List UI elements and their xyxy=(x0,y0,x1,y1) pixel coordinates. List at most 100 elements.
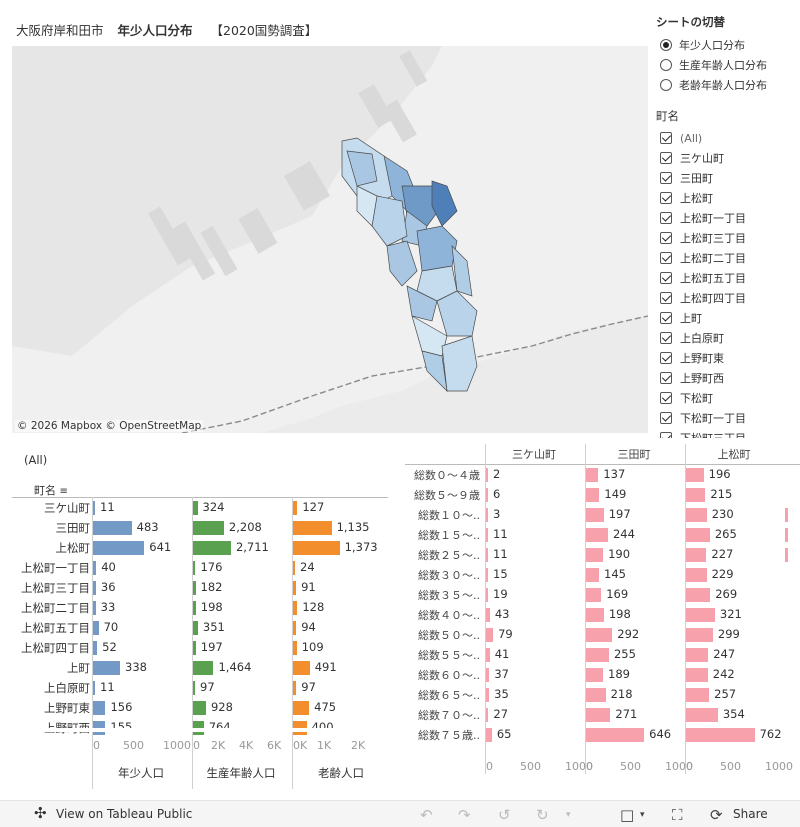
young-bar[interactable] xyxy=(93,581,96,595)
town-filter-item[interactable]: (All) xyxy=(656,128,800,148)
town-column-header[interactable]: 三ケ山町 xyxy=(512,448,556,461)
age-bar[interactable] xyxy=(486,708,489,722)
young-bar[interactable] xyxy=(93,561,97,575)
young-bar[interactable] xyxy=(93,661,121,675)
age-group-label[interactable]: 総数１５～.. xyxy=(418,529,480,542)
town-filter-item[interactable]: 三田町 xyxy=(656,168,800,188)
young-bar[interactable] xyxy=(93,541,145,555)
age-group-label[interactable]: 総数６５～.. xyxy=(418,689,480,702)
age-group-label[interactable]: 総数０～４歳 xyxy=(414,469,480,482)
refresh-icon[interactable]: ↻ xyxy=(536,806,549,824)
town-filter-item[interactable]: 上松町三丁目 xyxy=(656,228,800,248)
checkbox-icon-checked[interactable] xyxy=(660,312,672,324)
elderly-bar[interactable] xyxy=(293,621,297,635)
elderly-bar[interactable] xyxy=(293,501,298,515)
fullscreen-icon[interactable]: ⛶ xyxy=(672,806,683,824)
checkbox-icon-checked[interactable] xyxy=(660,332,672,344)
town-row-label[interactable]: 上松町二丁目 xyxy=(21,601,90,615)
age-bar[interactable] xyxy=(586,648,609,662)
checkbox-icon-checked[interactable] xyxy=(660,272,672,284)
age-bar[interactable] xyxy=(586,708,611,722)
age-bar[interactable] xyxy=(486,568,488,582)
age-bar[interactable] xyxy=(586,488,600,502)
young-bar[interactable] xyxy=(93,521,132,535)
age-bar[interactable] xyxy=(486,488,488,502)
town-column-header[interactable]: 三田町 xyxy=(617,448,651,461)
age-bar[interactable] xyxy=(586,588,602,602)
age-bar[interactable] xyxy=(586,548,604,562)
age-bar[interactable] xyxy=(486,668,490,682)
working-bar[interactable] xyxy=(193,521,224,535)
town-column-header[interactable]: 町名 ≡ xyxy=(34,482,68,498)
town-filter-item[interactable]: 上松町二丁目 xyxy=(656,248,800,268)
checkbox-icon-checked[interactable] xyxy=(660,412,672,424)
present-dropdown-icon[interactable]: ▾ xyxy=(640,810,645,820)
age-bar[interactable] xyxy=(686,728,755,742)
age-group-label[interactable]: 総数４０～.. xyxy=(418,609,480,622)
town-filter-item[interactable]: 下松町 xyxy=(656,388,800,408)
elderly-bar[interactable] xyxy=(293,601,298,615)
town-row-label[interactable]: 上野町東 xyxy=(44,701,90,715)
town-row-label[interactable]: 三田町 xyxy=(55,521,91,535)
young-bar[interactable] xyxy=(93,641,98,655)
age-bar[interactable] xyxy=(586,668,603,682)
town-filter-item[interactable]: 下松町一丁目 xyxy=(656,408,800,428)
checkbox-icon-checked[interactable] xyxy=(660,132,672,144)
town-row-label[interactable]: 上松町三丁目 xyxy=(21,581,90,595)
age-bar[interactable] xyxy=(686,668,708,682)
age-group-label[interactable]: 総数２５～.. xyxy=(418,549,480,562)
town-filter-item[interactable]: 上松町四丁目 xyxy=(656,288,800,308)
age-bar[interactable] xyxy=(686,568,707,582)
age-group-label[interactable]: 総数３０～.. xyxy=(418,569,480,582)
radio-icon-selected[interactable] xyxy=(660,39,672,51)
town-row-label[interactable]: 上白原町 xyxy=(44,681,90,695)
working-bar[interactable] xyxy=(193,701,206,715)
young-bar[interactable] xyxy=(93,701,106,715)
town-column-header[interactable]: 上松町 xyxy=(717,448,751,461)
age-bar[interactable] xyxy=(586,568,600,582)
elderly-bar[interactable] xyxy=(293,561,295,575)
elderly-bar[interactable] xyxy=(293,521,332,535)
present-icon[interactable]: □ xyxy=(620,806,635,824)
checkbox-icon-checked[interactable] xyxy=(660,432,672,438)
age-bar[interactable] xyxy=(686,608,715,622)
age-bar[interactable] xyxy=(486,688,490,702)
town-row-label[interactable]: 三ケ山町 xyxy=(44,501,90,515)
elderly-bar[interactable] xyxy=(293,581,297,595)
elderly-bar[interactable] xyxy=(293,541,340,555)
sort-icon[interactable]: ≡ xyxy=(59,486,68,497)
checkbox-icon-checked[interactable] xyxy=(660,172,672,184)
age-bar[interactable] xyxy=(686,548,707,562)
town-filter-item[interactable]: 上松町一丁目 xyxy=(656,208,800,228)
age-group-label[interactable]: 総数１０～.. xyxy=(418,509,480,522)
young-bar[interactable] xyxy=(93,681,95,695)
town-filter-item[interactable]: 上野町東 xyxy=(656,348,800,368)
age-bar[interactable] xyxy=(686,508,707,522)
checkbox-icon-checked[interactable] xyxy=(660,252,672,264)
map-canvas[interactable] xyxy=(12,46,648,433)
working-bar[interactable] xyxy=(193,621,198,635)
age-bar[interactable] xyxy=(686,628,713,642)
town-row-label[interactable]: 上松町 xyxy=(55,541,91,555)
age-group-label[interactable]: 総数５～９歳 xyxy=(414,489,480,502)
elderly-bar[interactable] xyxy=(293,641,297,655)
choropleth-map[interactable]: © 2026 Mapbox © OpenStreetMap xyxy=(12,46,648,433)
revert-icon[interactable]: ↺ xyxy=(498,806,511,824)
working-bar[interactable] xyxy=(193,541,231,555)
working-bar[interactable] xyxy=(193,561,196,575)
elderly-bar[interactable] xyxy=(293,681,297,695)
age-bar[interactable] xyxy=(486,728,492,742)
town-row-label[interactable]: 上松町四丁目 xyxy=(21,641,90,655)
age-bar[interactable] xyxy=(686,648,709,662)
age-bar[interactable] xyxy=(586,688,606,702)
age-bar[interactable] xyxy=(686,688,710,702)
age-group-label[interactable]: 総数６０～.. xyxy=(418,669,480,682)
working-bar[interactable] xyxy=(193,681,195,695)
working-bar[interactable] xyxy=(193,661,214,675)
age-bar[interactable] xyxy=(486,588,488,602)
town-filter-item[interactable]: 三ケ山町 xyxy=(656,148,800,168)
working-bar[interactable] xyxy=(193,641,196,655)
age-bar[interactable] xyxy=(586,468,599,482)
age-bar[interactable] xyxy=(686,528,710,542)
town-filter-list[interactable]: (All) 三ケ山町 三田町 上松町 上松町一丁目 上松町三丁目 上松町二丁目 上松町五丁目上… xyxy=(656,128,800,438)
